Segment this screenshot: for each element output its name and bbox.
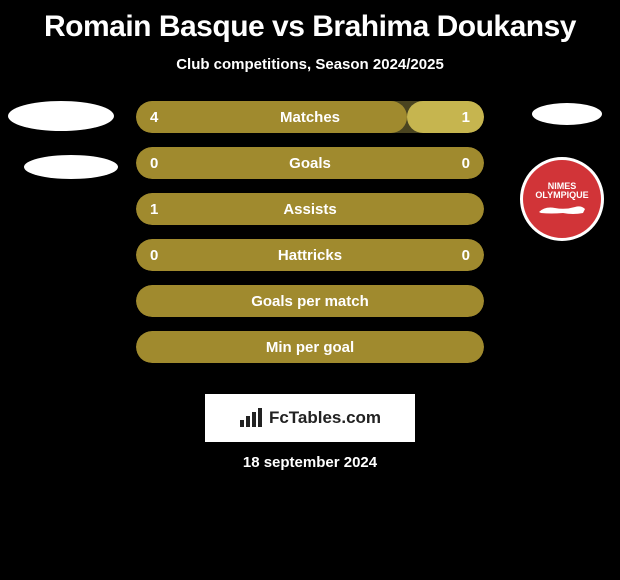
stat-value-left: 0: [150, 239, 158, 271]
brand-footer: FcTables.com: [205, 394, 415, 442]
stat-row: Matches4 1: [136, 101, 484, 133]
stat-label: Goals per match: [136, 285, 484, 317]
stat-value-right: 0: [462, 147, 470, 179]
chart-icon: [239, 408, 263, 428]
stat-row: Assists1: [136, 193, 484, 225]
stat-value-right: 0: [462, 239, 470, 271]
player-left-marker-1: [8, 101, 114, 131]
crocodile-icon: [537, 202, 587, 216]
stat-label: Goals: [136, 147, 484, 179]
stat-value-left: 4: [150, 101, 158, 133]
stat-bars: Matches41Goals00Assists1Hattricks00Goals…: [136, 101, 484, 377]
stat-row: Min per goal: [136, 331, 484, 363]
stat-label: Hattricks: [136, 239, 484, 271]
stat-row: Goals per match: [136, 285, 484, 317]
stat-label: Min per goal: [136, 331, 484, 363]
brand-name: FcTables.com: [269, 408, 381, 428]
stat-row: Goals0 0: [136, 147, 484, 179]
comparison-chart: NIMES OLYMPIQUE Matches41Goals00Assists1…: [0, 101, 620, 381]
footer-date: 18 september 2024: [0, 454, 620, 471]
stat-value-left: 1: [150, 193, 158, 225]
player-right-marker-1: [532, 103, 602, 125]
stat-label: Matches: [136, 101, 484, 133]
stat-row: Hattricks0 0: [136, 239, 484, 271]
stat-value-right: 1: [462, 101, 470, 133]
stat-label: Assists: [136, 193, 484, 225]
player-left-marker-2: [24, 155, 118, 179]
page-subtitle: Club competitions, Season 2024/2025: [0, 56, 620, 73]
badge-line2: OLYMPIQUE: [535, 191, 588, 200]
team-badge-nimes: NIMES OLYMPIQUE: [520, 157, 604, 241]
stat-value-left: 0: [150, 147, 158, 179]
page-title: Romain Basque vs Brahima Doukansy: [0, 0, 620, 44]
